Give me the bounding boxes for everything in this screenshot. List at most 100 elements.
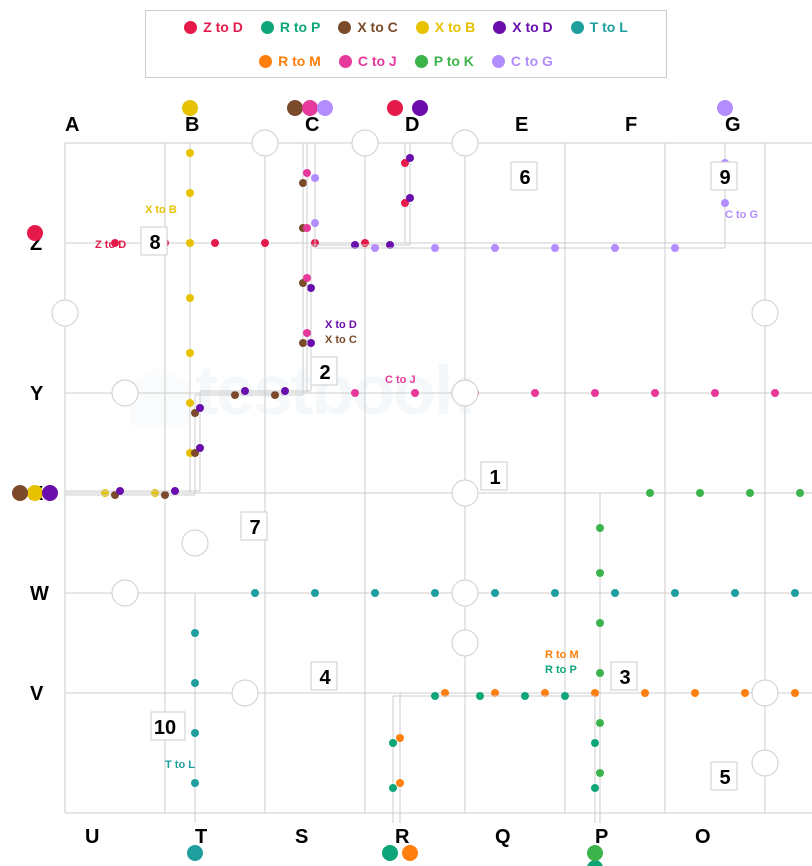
legend-item: Z to D <box>184 19 243 35</box>
path-dot <box>731 589 739 597</box>
path-dot <box>491 589 499 597</box>
path-dot <box>431 692 439 700</box>
path-label: T to L <box>165 759 195 771</box>
path-dot <box>281 387 289 395</box>
path-dot <box>791 689 799 697</box>
node-label: R <box>395 826 410 848</box>
grid-svg: 12345678910 ABCDEFGHUTSRQPOZYXWVIJKLMN Z… <box>60 118 770 828</box>
region-label: 9 <box>719 167 730 189</box>
intersection-circle <box>52 300 78 326</box>
path-dot <box>186 399 194 407</box>
path-dot <box>796 489 804 497</box>
intersection-circle <box>352 130 378 156</box>
path-dot <box>116 487 124 495</box>
intersection-circle <box>452 130 478 156</box>
path-dot <box>186 189 194 197</box>
path-dot <box>771 389 779 397</box>
intersection-circle <box>232 680 258 706</box>
path-dot <box>311 174 319 182</box>
path-dot <box>299 339 307 347</box>
intersection-circle <box>452 480 478 506</box>
region-label: 8 <box>149 232 160 254</box>
path-dot <box>406 154 414 162</box>
node-label: F <box>625 114 637 136</box>
path-dot <box>361 239 369 247</box>
node-label: B <box>185 114 199 136</box>
path-dot <box>161 491 169 499</box>
path-dot <box>371 589 379 597</box>
path-dot <box>299 179 307 187</box>
region-label: 1 <box>489 467 500 489</box>
path-dot <box>186 239 194 247</box>
legend-dot <box>416 21 429 34</box>
path-dot <box>171 487 179 495</box>
endpoint-dot <box>402 845 418 861</box>
endpoint-dot <box>412 100 428 116</box>
path-dot <box>491 244 499 252</box>
path-dot <box>641 689 649 697</box>
path-dot <box>191 679 199 687</box>
legend-item: C to J <box>339 53 397 69</box>
path-dot <box>271 391 279 399</box>
node-label: D <box>405 114 419 136</box>
legend-dot <box>261 21 274 34</box>
legend-item: X to B <box>416 19 475 35</box>
legend-label: T to L <box>590 19 628 35</box>
path-dot <box>596 719 604 727</box>
node-label: Y <box>30 383 44 405</box>
path-dot <box>191 729 199 737</box>
path-dot <box>186 149 194 157</box>
legend-label: X to C <box>357 19 397 35</box>
path-dot <box>389 739 397 747</box>
legend-label: R to P <box>280 19 320 35</box>
path-label: R to P <box>545 664 577 676</box>
path-dot <box>671 244 679 252</box>
path-dot <box>431 244 439 252</box>
path-dot <box>196 404 204 412</box>
path-dot <box>591 784 599 792</box>
node-label: U <box>85 826 99 848</box>
region-label: 2 <box>319 362 330 384</box>
legend-item: X to C <box>338 19 397 35</box>
path-dot <box>551 244 559 252</box>
intersection-circle <box>252 130 278 156</box>
node-label: S <box>295 826 308 848</box>
path-dot <box>241 387 249 395</box>
legend: Z to DR to PX to CX to BX to DT to LR to… <box>145 10 667 78</box>
endpoint-dot <box>302 100 318 116</box>
legend-dot <box>338 21 351 34</box>
path-dot <box>611 589 619 597</box>
path-dot <box>371 244 379 252</box>
path-dot <box>691 689 699 697</box>
legend-label: C to J <box>358 53 397 69</box>
endpoint-dot <box>27 485 43 501</box>
path-dot <box>307 339 315 347</box>
legend-dot <box>415 55 428 68</box>
legend-dot <box>339 55 352 68</box>
path-dot <box>396 734 404 742</box>
path-dot <box>406 194 414 202</box>
legend-dot <box>493 21 506 34</box>
path-dot <box>591 389 599 397</box>
node-label: V <box>30 683 44 705</box>
path-dot <box>151 489 159 497</box>
path-dot <box>196 444 204 452</box>
path-dot <box>251 589 259 597</box>
node-label: G <box>725 114 741 136</box>
intersection-circle <box>112 580 138 606</box>
node-label: C <box>305 114 319 136</box>
node-label: O <box>695 826 711 848</box>
path-dot <box>303 329 311 337</box>
legend-label: C to G <box>511 53 553 69</box>
path-label: X to C <box>325 334 357 346</box>
intersection-circle <box>182 530 208 556</box>
intersection-circle <box>452 580 478 606</box>
endpoint-dot <box>387 100 403 116</box>
intersection-circle <box>752 750 778 776</box>
path-dot <box>261 239 269 247</box>
path-label: Z to D <box>95 239 126 251</box>
legend-label: P to K <box>434 53 474 69</box>
legend-dot <box>492 55 505 68</box>
path-dot <box>611 244 619 252</box>
legend-item: P to K <box>415 53 474 69</box>
